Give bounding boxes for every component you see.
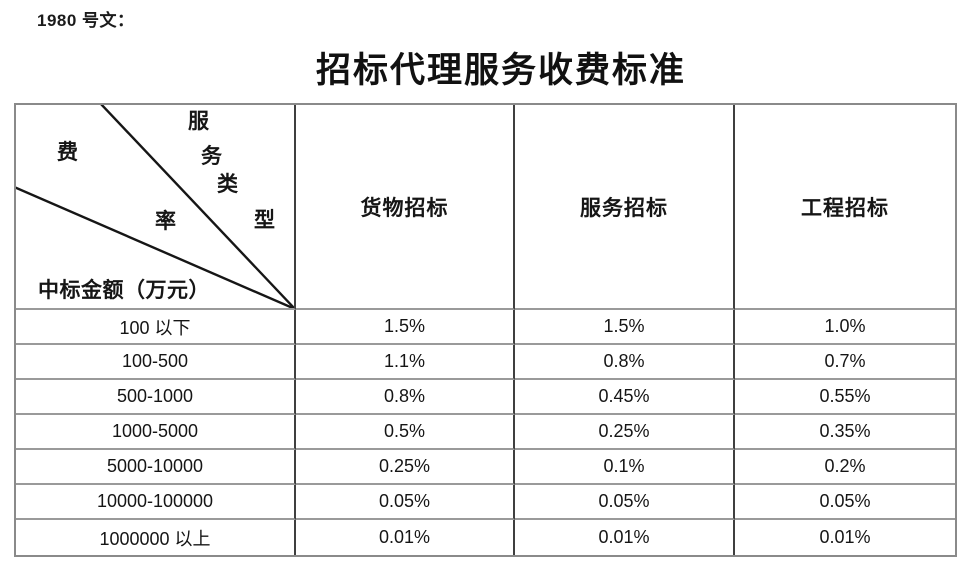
- rate-value-cell: 0.2%: [735, 450, 955, 485]
- rate-value-cell: 0.45%: [515, 380, 735, 415]
- rate-value-cell: 0.01%: [296, 520, 515, 555]
- fee-table-body: 100 以下 1.5% 1.5% 1.0% 100-500 1.1% 0.8% 0.7% 500…: [16, 310, 955, 555]
- corner-service-type-char: 服: [188, 109, 209, 133]
- rate-value-cell: 0.1%: [515, 450, 735, 485]
- amount-range-cell: 100 以下: [16, 310, 296, 345]
- rate-value-cell: 0.05%: [296, 485, 515, 520]
- corner-service-type-char: 务: [201, 144, 222, 168]
- corner-service-type-char: 类: [217, 172, 238, 196]
- diagonal-divider-lines: [16, 105, 294, 308]
- column-header-goods-bidding: 货物招标: [296, 105, 515, 310]
- amount-range-cell: 1000000 以上: [16, 520, 296, 555]
- corner-fee-label: 费: [57, 140, 78, 164]
- amount-range-cell: 10000-100000: [16, 485, 296, 520]
- rate-value-cell: 0.55%: [735, 380, 955, 415]
- table-row: 1000000 以上 0.01% 0.01% 0.01%: [16, 520, 955, 555]
- table-row: 10000-100000 0.05% 0.05% 0.05%: [16, 485, 955, 520]
- table-row: 100 以下 1.5% 1.5% 1.0%: [16, 310, 955, 345]
- column-header-service-bidding: 服务招标: [515, 105, 735, 310]
- corner-service-type-char: 型: [254, 208, 275, 232]
- rate-value-cell: 0.8%: [515, 345, 735, 380]
- amount-range-cell: 1000-5000: [16, 415, 296, 450]
- rate-value-cell: 0.05%: [735, 485, 955, 520]
- rate-value-cell: 0.01%: [819, 527, 871, 547]
- header-row: 服 务 类 型 费 率 中标金额（万元） 货物招标 服务招标 工程招标: [16, 105, 955, 310]
- table-row: 5000-10000 0.25% 0.1% 0.2%: [16, 450, 955, 485]
- rate-value-cell: 1.0%: [735, 310, 955, 345]
- rate-value-cell: 1.1%: [296, 345, 515, 380]
- diagonal-corner-cell: 服 务 类 型 费 率 中标金额（万元）: [16, 105, 296, 310]
- rate-value-cell: 0.35%: [735, 415, 955, 450]
- amount-range-cell: 500-1000: [16, 380, 296, 415]
- rate-value-cell: 0.25%: [515, 415, 735, 450]
- rate-value-cell: 1.5%: [296, 310, 515, 345]
- table-row: 100-500 1.1% 0.8% 0.7%: [16, 345, 955, 380]
- rate-value-cell: 0.25%: [296, 450, 515, 485]
- page-title: 招标代理服务收费标准: [315, 51, 686, 90]
- column-header-works-bidding: 工程招标: [735, 105, 955, 310]
- doc-ref-label: 1980 号文：: [37, 11, 135, 30]
- table-row: 1000-5000 0.5% 0.25% 0.35%: [16, 415, 955, 450]
- corner-rate-label: 率: [155, 209, 176, 233]
- fee-table: 服 务 类 型 费 率 中标金额（万元） 货物招标 服务招标 工程招标 100 …: [14, 103, 957, 557]
- rate-value-cell: 0.7%: [735, 345, 955, 380]
- rate-value-cell: 1.5%: [515, 310, 735, 345]
- rate-value-cell: 0.8%: [296, 380, 515, 415]
- amount-range-cell: 100-500: [16, 345, 296, 380]
- amount-range-cell: 5000-10000: [16, 450, 296, 485]
- table-row: 500-1000 0.8% 0.45% 0.55%: [16, 380, 955, 415]
- rate-value-cell: 0.05%: [515, 485, 735, 520]
- corner-amount-label: 中标金额（万元）: [38, 278, 210, 302]
- rate-value-cell: 0.01%: [515, 520, 735, 555]
- rate-value-cell: 0.5%: [296, 415, 515, 450]
